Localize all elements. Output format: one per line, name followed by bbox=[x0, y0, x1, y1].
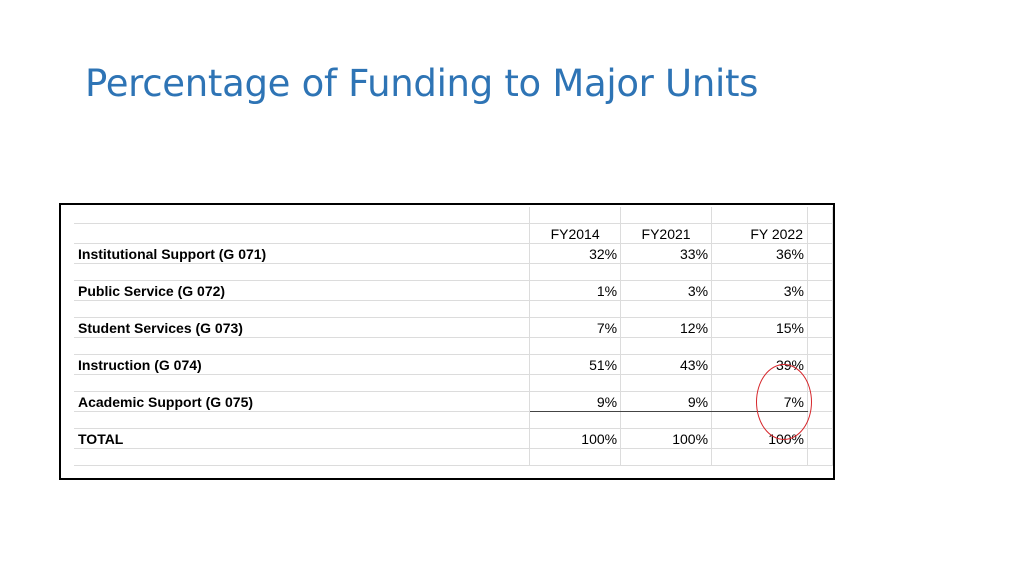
cell-value: 3% bbox=[711, 280, 808, 301]
spacer-row bbox=[74, 300, 833, 318]
column-header: FY2014 bbox=[529, 223, 622, 244]
slide-title: Percentage of Funding to Major Units bbox=[85, 62, 759, 105]
cell-value: 36% bbox=[711, 243, 808, 264]
row-label: Academic Support (G 075) bbox=[74, 391, 531, 412]
cell-value: 51% bbox=[529, 354, 622, 375]
header-row: FY2014 FY2021 FY 2022 bbox=[74, 223, 833, 244]
data-row: Institutional Support (G 071) 32% 33% 36… bbox=[74, 243, 833, 264]
data-row: Academic Support (G 075) 9% 9% 7% bbox=[74, 391, 833, 412]
cell-value: 15% bbox=[711, 317, 808, 338]
row-label: Public Service (G 072) bbox=[74, 280, 531, 301]
cell-value: 7% bbox=[529, 317, 622, 338]
spacer-row bbox=[74, 337, 833, 355]
row-label: Student Services (G 073) bbox=[74, 317, 531, 338]
row-label: Instruction (G 074) bbox=[74, 354, 531, 375]
total-label: TOTAL bbox=[74, 428, 531, 449]
total-value: 100% bbox=[529, 428, 622, 449]
cell-value: 12% bbox=[620, 317, 713, 338]
spacer-row bbox=[74, 374, 833, 392]
red-circle-annotation bbox=[756, 364, 812, 440]
row-label: Institutional Support (G 071) bbox=[74, 243, 531, 264]
total-value: 100% bbox=[620, 428, 713, 449]
total-row: TOTAL 100% 100% 100% bbox=[74, 428, 833, 449]
cell-value: 43% bbox=[620, 354, 713, 375]
spacer-row bbox=[74, 411, 833, 429]
cell-value: 1% bbox=[529, 280, 622, 301]
cell-value: 9% bbox=[620, 391, 713, 412]
spreadsheet-screenshot: FY2014 FY2021 FY 2022 Institutional Supp… bbox=[59, 203, 835, 480]
data-row: Student Services (G 073) 7% 12% 15% bbox=[74, 317, 833, 338]
data-row: Public Service (G 072) 1% 3% 3% bbox=[74, 280, 833, 301]
spacer-row bbox=[74, 448, 833, 466]
column-header: FY 2022 bbox=[711, 223, 808, 244]
funding-table: FY2014 FY2021 FY 2022 Institutional Supp… bbox=[74, 207, 833, 466]
spacer-row bbox=[74, 207, 833, 224]
cell-value: 9% bbox=[529, 391, 622, 412]
spacer-row bbox=[74, 263, 833, 281]
cell-value: 33% bbox=[620, 243, 713, 264]
cell-value: 3% bbox=[620, 280, 713, 301]
cell-value: 32% bbox=[529, 243, 622, 264]
data-row: Instruction (G 074) 51% 43% 39% bbox=[74, 354, 833, 375]
column-header: FY2021 bbox=[620, 223, 713, 244]
